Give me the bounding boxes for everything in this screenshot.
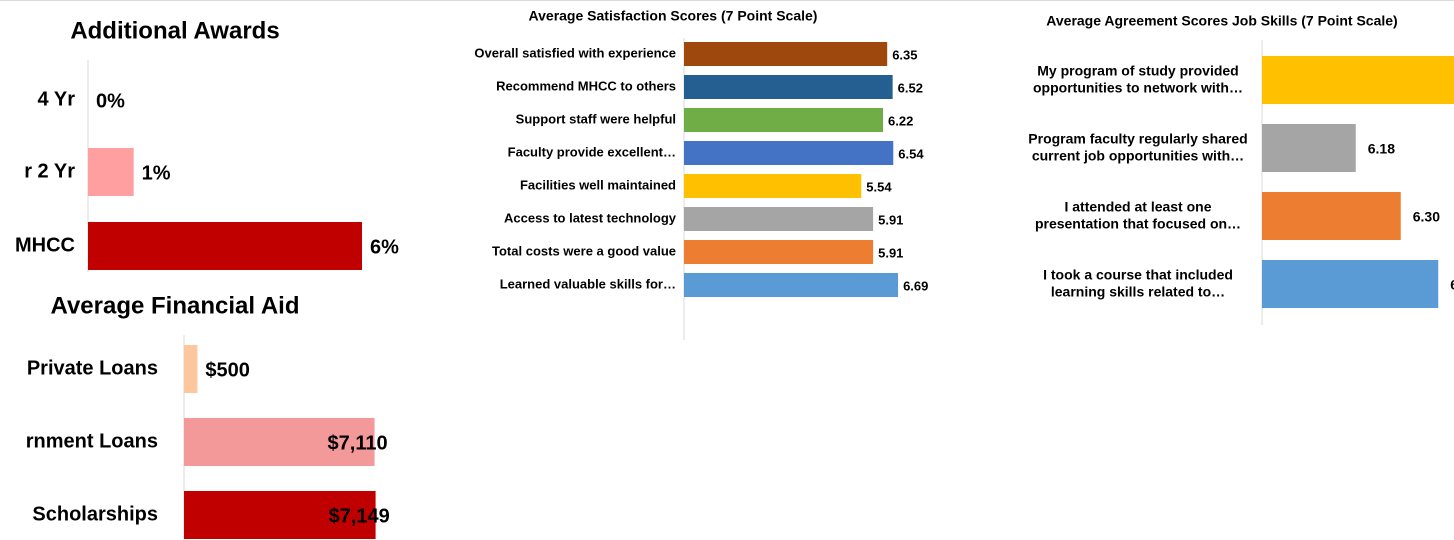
chart-title: Average Satisfaction Scores (7 Point Sca… xyxy=(529,8,818,24)
category-line: Program faculty regularly shared xyxy=(1028,130,1247,146)
category-line: I attended at least one xyxy=(1064,198,1211,214)
category-label: Learned valuable skills for… xyxy=(500,276,676,291)
value-label: $500 xyxy=(205,359,250,381)
value-label: $7,110 xyxy=(328,432,388,454)
chart-title: Additional Awards xyxy=(70,17,279,44)
bar xyxy=(684,42,888,66)
category-label: Overall satisfied with experience xyxy=(474,45,676,60)
category-label: Total costs were a good value xyxy=(492,243,676,258)
category-label: Access to latest technology xyxy=(504,210,677,225)
bar xyxy=(184,418,375,466)
bar xyxy=(88,148,134,196)
bar xyxy=(1262,124,1356,172)
bar xyxy=(684,108,884,132)
value-label: 6.22 xyxy=(888,113,913,128)
value-label: 5.54 xyxy=(866,179,892,194)
value-label: $7,149 xyxy=(329,505,390,527)
bar xyxy=(1262,260,1439,308)
category-label: 4 Yr xyxy=(38,88,76,110)
bar xyxy=(184,491,376,539)
bar xyxy=(684,75,893,99)
bar xyxy=(88,222,362,270)
bar xyxy=(684,141,894,165)
value-label: 1% xyxy=(142,162,171,184)
value-label: 6.35 xyxy=(892,47,917,62)
category-label: Scholarships xyxy=(32,503,158,525)
value-label: 5.91 xyxy=(878,212,903,227)
value-label: 5.91 xyxy=(878,245,903,260)
value-label: 6.40 xyxy=(1450,277,1454,293)
chart-title: Average Agreement Scores Job Skills (7 P… xyxy=(1046,13,1397,29)
category-label: I took a course that included learning sk… xyxy=(1043,266,1233,299)
bar xyxy=(1262,192,1401,240)
category-label: I attended at least one presentation that… xyxy=(1035,198,1241,231)
category-label: Faculty provide excellent… xyxy=(508,144,676,159)
category-label: MHCC xyxy=(15,234,75,256)
category-line: I took a course that included xyxy=(1043,266,1233,282)
category-line: current job opportunities with… xyxy=(1032,147,1244,163)
category-line: learning skills related to… xyxy=(1051,283,1225,299)
value-label: 6.52 xyxy=(898,80,923,95)
bar xyxy=(1262,56,1454,104)
value-label: 6.18 xyxy=(1368,141,1395,157)
bar xyxy=(184,345,198,393)
category-line: My program of study provided xyxy=(1037,62,1238,78)
value-label: 0% xyxy=(96,90,125,112)
chart-title: Average Financial Aid xyxy=(51,292,300,319)
category-label: r 2 Yr xyxy=(24,160,75,182)
bar xyxy=(684,207,874,231)
category-label: Private Loans xyxy=(27,357,158,379)
category-label: Program faculty regularly shared current … xyxy=(1028,130,1247,163)
category-label: Recommend MHCC to others xyxy=(496,78,676,93)
bar xyxy=(684,240,874,264)
bar xyxy=(684,174,862,198)
category-label: rnment Loans xyxy=(26,430,158,452)
value-label: 6% xyxy=(370,236,399,258)
bar xyxy=(684,273,899,297)
value-label: 6.30 xyxy=(1413,209,1440,225)
category-line: opportunities to network with… xyxy=(1033,79,1243,95)
category-label: My program of study provided opportunitie… xyxy=(1033,62,1243,95)
category-label: Support staff were helpful xyxy=(516,111,676,126)
category-label: Facilities well maintained xyxy=(520,177,676,192)
category-line: presentation that focused on… xyxy=(1035,215,1241,231)
value-label: 6.69 xyxy=(903,278,928,293)
value-label: 6.54 xyxy=(898,146,924,161)
